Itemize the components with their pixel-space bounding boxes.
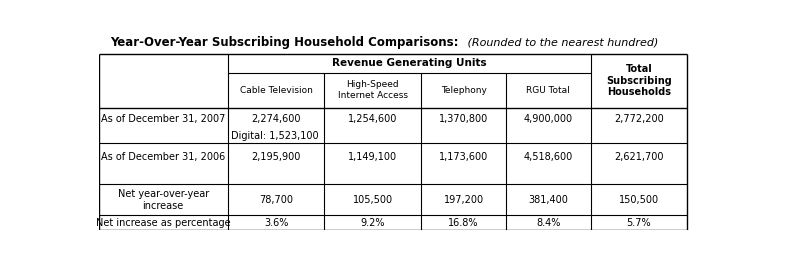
Text: Total
Subscribing
Households: Total Subscribing Households [606, 64, 672, 97]
Text: Year-Over-Year Subscribing Household Comparisons:: Year-Over-Year Subscribing Household Com… [110, 36, 459, 49]
Text: 150,500: 150,500 [619, 195, 659, 205]
Text: Telephony: Telephony [441, 86, 486, 95]
Text: 105,500: 105,500 [353, 195, 393, 205]
Text: 197,200: 197,200 [444, 195, 483, 205]
Text: As of December 31, 2006: As of December 31, 2006 [101, 152, 225, 162]
Text: 381,400: 381,400 [528, 195, 568, 205]
Text: 2,195,900: 2,195,900 [252, 152, 301, 162]
Text: 1,370,800: 1,370,800 [439, 114, 488, 124]
Text: RGU Total: RGU Total [526, 86, 570, 95]
Text: 4,518,600: 4,518,600 [524, 152, 573, 162]
Text: 9.2%: 9.2% [361, 217, 385, 228]
Text: Cable Television: Cable Television [240, 86, 312, 95]
Text: 4,900,000: 4,900,000 [524, 114, 573, 124]
Text: 78,700: 78,700 [259, 195, 293, 205]
Text: (Rounded to the nearest hundred): (Rounded to the nearest hundred) [464, 37, 658, 47]
Text: 1,254,600: 1,254,600 [348, 114, 398, 124]
Text: 1,173,600: 1,173,600 [439, 152, 488, 162]
Text: High-Speed
Internet Access: High-Speed Internet Access [338, 80, 408, 100]
Text: Revenue Generating Units: Revenue Generating Units [331, 58, 486, 68]
Text: 2,621,700: 2,621,700 [614, 152, 664, 162]
Text: Net year-over-year
increase: Net year-over-year increase [118, 189, 209, 211]
Text: Digital: 1,523,100: Digital: 1,523,100 [231, 131, 318, 141]
Text: 2,274,600: 2,274,600 [252, 114, 301, 124]
Text: 8.4%: 8.4% [536, 217, 560, 228]
Text: 16.8%: 16.8% [448, 217, 479, 228]
Text: Net increase as percentage: Net increase as percentage [96, 217, 230, 228]
Text: As of December 31, 2007: As of December 31, 2007 [101, 114, 225, 124]
Text: 5.7%: 5.7% [626, 217, 651, 228]
Text: 3.6%: 3.6% [264, 217, 288, 228]
Text: 1,149,100: 1,149,100 [348, 152, 397, 162]
Text: 2,772,200: 2,772,200 [614, 114, 664, 124]
